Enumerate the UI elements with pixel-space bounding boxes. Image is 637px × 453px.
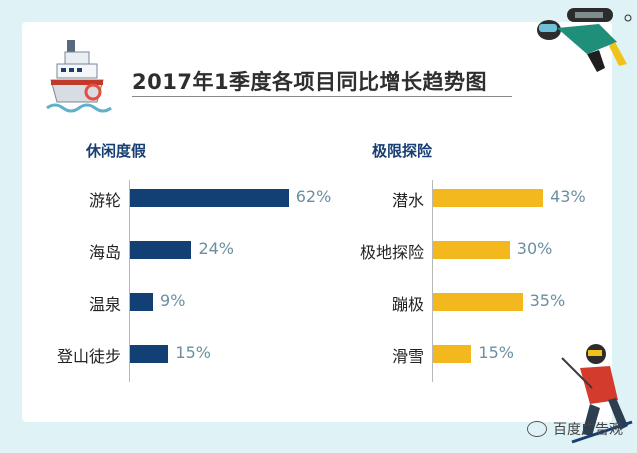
value-label: 35%	[529, 291, 566, 310]
right-chart-axis	[432, 180, 433, 382]
category-label: 潜水	[391, 191, 424, 210]
left-chart-title: 休闲度假	[86, 142, 147, 160]
scuba-diver-icon	[537, 8, 632, 72]
value-label: 9%	[160, 291, 186, 310]
chart-card	[22, 22, 612, 422]
category-label: 蹦极	[391, 295, 424, 314]
bar	[130, 345, 169, 363]
value-label: 24%	[198, 239, 234, 258]
category-label: 滑雪	[391, 347, 424, 366]
bar	[433, 345, 472, 363]
category-label: 海岛	[88, 243, 121, 262]
category-label: 温泉	[88, 295, 121, 314]
cruise-ship-icon	[46, 40, 112, 113]
category-label: 极地探险	[359, 243, 424, 262]
category-label: 登山徒步	[56, 347, 121, 366]
category-label: 游轮	[88, 191, 121, 210]
right-chart-title: 极限探险	[372, 142, 433, 160]
bar	[130, 189, 289, 207]
value-label: 15%	[478, 343, 514, 362]
value-label: 15%	[175, 343, 211, 362]
chart-title: 2017年1季度各项目同比增长趋势图	[132, 70, 488, 94]
bar	[433, 241, 510, 259]
bar	[130, 293, 154, 311]
watermark-text: 百度广告观	[553, 422, 623, 438]
skier-icon	[561, 344, 633, 444]
value-label: 30%	[516, 239, 553, 258]
bar	[433, 293, 523, 311]
title-underline	[132, 96, 512, 97]
bar	[130, 241, 192, 259]
value-label: 62%	[295, 187, 332, 206]
bar	[433, 189, 544, 207]
left-chart-axis	[129, 180, 130, 382]
wechat-icon	[527, 421, 547, 437]
watermark: 百度广告观	[527, 419, 623, 439]
value-label: 43%	[550, 187, 586, 206]
